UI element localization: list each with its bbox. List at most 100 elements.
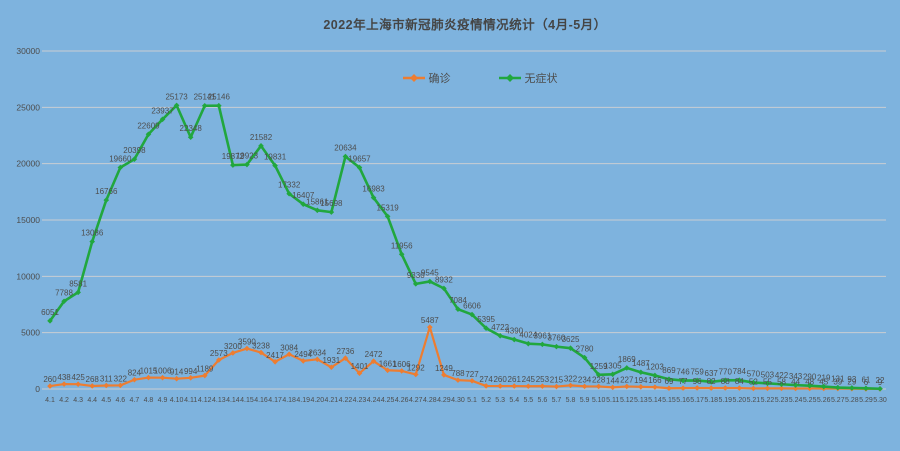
chart-legend: 确诊 无症状 [30,70,900,86]
asymptomatic-point-marker [117,164,124,171]
confirmed-value-label: 245 [522,375,536,384]
asymptomatic-value-label: 290 [803,373,817,382]
confirmed-value-label: 1189 [196,365,214,374]
confirmed-value-label: 322 [564,374,578,383]
confirmed-value-label: 1292 [407,363,425,372]
asymptomatic-value-label: 570 [747,370,761,379]
asymptomatic-value-label: 2780 [576,345,594,354]
asymptomatic-point-marker [525,340,532,347]
x-axis-tick-label: 4.17 [268,397,282,404]
y-axis-tick-label: 10000 [16,271,40,281]
x-axis-tick-label: 5.16 [676,397,690,404]
confirmed-value-label: 69 [665,377,674,386]
asymptomatic-point-marker [764,380,771,387]
chart-title: 2022年上海市新冠肺炎疫情情况统计（4月-5月） [323,18,607,32]
asymptomatic-point-marker [47,318,53,324]
confirmed-point-marker [708,385,714,391]
asymptomatic-value-label: 3625 [562,335,580,344]
confirmed-point-marker [722,385,729,391]
asymptomatic-series-line [48,104,881,391]
confirmed-point-marker [595,383,602,390]
x-axis-tick-label: 5.30 [873,397,887,404]
x-axis-tick-label: 5.17 [690,397,704,404]
x-axis-tick-label: 4.22 [339,397,353,404]
confirmed-value-label: 322 [114,374,128,383]
x-axis-tick-label: 4.8 [144,397,154,404]
confirmed-point-marker [103,382,110,389]
asymptomatic-value-label: 22609 [137,121,160,130]
x-axis-tick-label: 4.11 [184,397,197,404]
asymptomatic-point-marker [384,213,391,220]
confirmed-value-label: 1015 [140,367,158,376]
confirmed-value-label: 2494 [294,350,312,359]
x-axis-tick-label: 4.28 [423,397,437,404]
confirmed-point-marker [398,368,405,374]
x-axis-tick-label: 5.29 [859,397,873,404]
confirmed-value-label: 253 [536,375,550,384]
confirmed-value-label: 2417 [266,351,284,360]
asymptomatic-value-label: 1259 [590,362,608,371]
asymptomatic-value-label: 17332 [278,181,301,190]
asymptomatic-point-marker [553,343,560,350]
asymptomatic-value-label: 20634 [334,144,357,153]
asymptomatic-point-marker [694,377,700,384]
confirmed-point-marker [497,383,503,389]
confirmed-value-label: 215 [550,376,564,385]
x-axis-tick-label: 5.18 [704,397,718,404]
asymptomatic-value-label: 8581 [69,279,87,288]
asymptomatic-point-marker [680,377,686,384]
asymptomatic-point-marker [441,285,447,292]
asymptomatic-point-marker [230,162,236,168]
asymptomatic-point-marker [722,377,729,384]
x-axis-tick-label: 5.9 [580,397,590,404]
legend-label-confirmed: 确诊 [428,73,451,85]
x-axis-tick-label: 5.13 [634,397,648,404]
asymptomatic-value-label: 13086 [81,229,104,238]
asymptomatic-value-label: 93 [847,375,856,384]
confirmed-point-marker [244,345,250,352]
confirmed-value-label: 268 [86,375,100,384]
asymptomatic-value-label: 503 [761,370,775,379]
x-axis-tick-label: 4.16 [254,397,268,404]
asymptomatic-point-marker [849,385,855,391]
asymptomatic-legend-marker-icon [498,74,521,82]
confirmed-point-marker [145,374,152,381]
asymptomatic-value-label: 16983 [362,185,385,194]
confirmed-point-marker [131,376,138,383]
x-axis-tick-label: 5.12 [620,397,634,404]
confirmed-point-marker [792,385,799,392]
legend-item-confirmed: 确诊 [402,70,451,86]
confirmed-point-marker [201,372,208,379]
confirmed-point-marker [356,370,363,377]
asymptomatic-point-marker [638,369,644,376]
asymptomatic-point-marker [497,332,503,339]
asymptomatic-point-marker [258,143,264,149]
x-axis-tick-label: 5.3 [495,397,505,404]
x-axis-tick-label: 4.15 [240,397,254,404]
asymptomatic-value-label: 7084 [449,296,467,305]
confirmed-value-label: 1931 [322,356,340,365]
confirmed-point-marker [216,357,222,363]
asymptomatic-value-label: 19923 [236,152,259,161]
confirmed-value-label: 5487 [421,316,439,325]
confirmed-point-marker [173,375,180,382]
confirmed-value-label: 55 [763,377,772,386]
asymptomatic-point-marker [652,372,658,379]
x-axis-tick-label: 4.27 [409,397,423,404]
asymptomatic-point-marker [834,384,841,391]
asymptomatic-value-label: 746 [676,368,690,377]
confirmed-point-marker [694,385,700,391]
asymptomatic-value-label: 11956 [391,241,413,250]
asymptomatic-value-label: 16766 [95,187,118,196]
x-axis-tick-label: 4.3 [73,397,83,404]
confirmed-value-label: 1249 [435,364,453,373]
confirmed-value-label: 3238 [252,342,270,351]
x-axis-tick-label: 4.20 [310,397,324,404]
confirmed-point-marker [483,383,489,389]
asymptomatic-point-marker [187,134,194,141]
asymptomatic-point-marker [244,161,250,168]
confirmed-point-marker [230,350,236,356]
confirmed-legend-marker-icon [402,74,425,82]
confirmed-value-label: 1606 [393,360,411,369]
x-axis-tick-label: 5.19 [718,397,732,404]
